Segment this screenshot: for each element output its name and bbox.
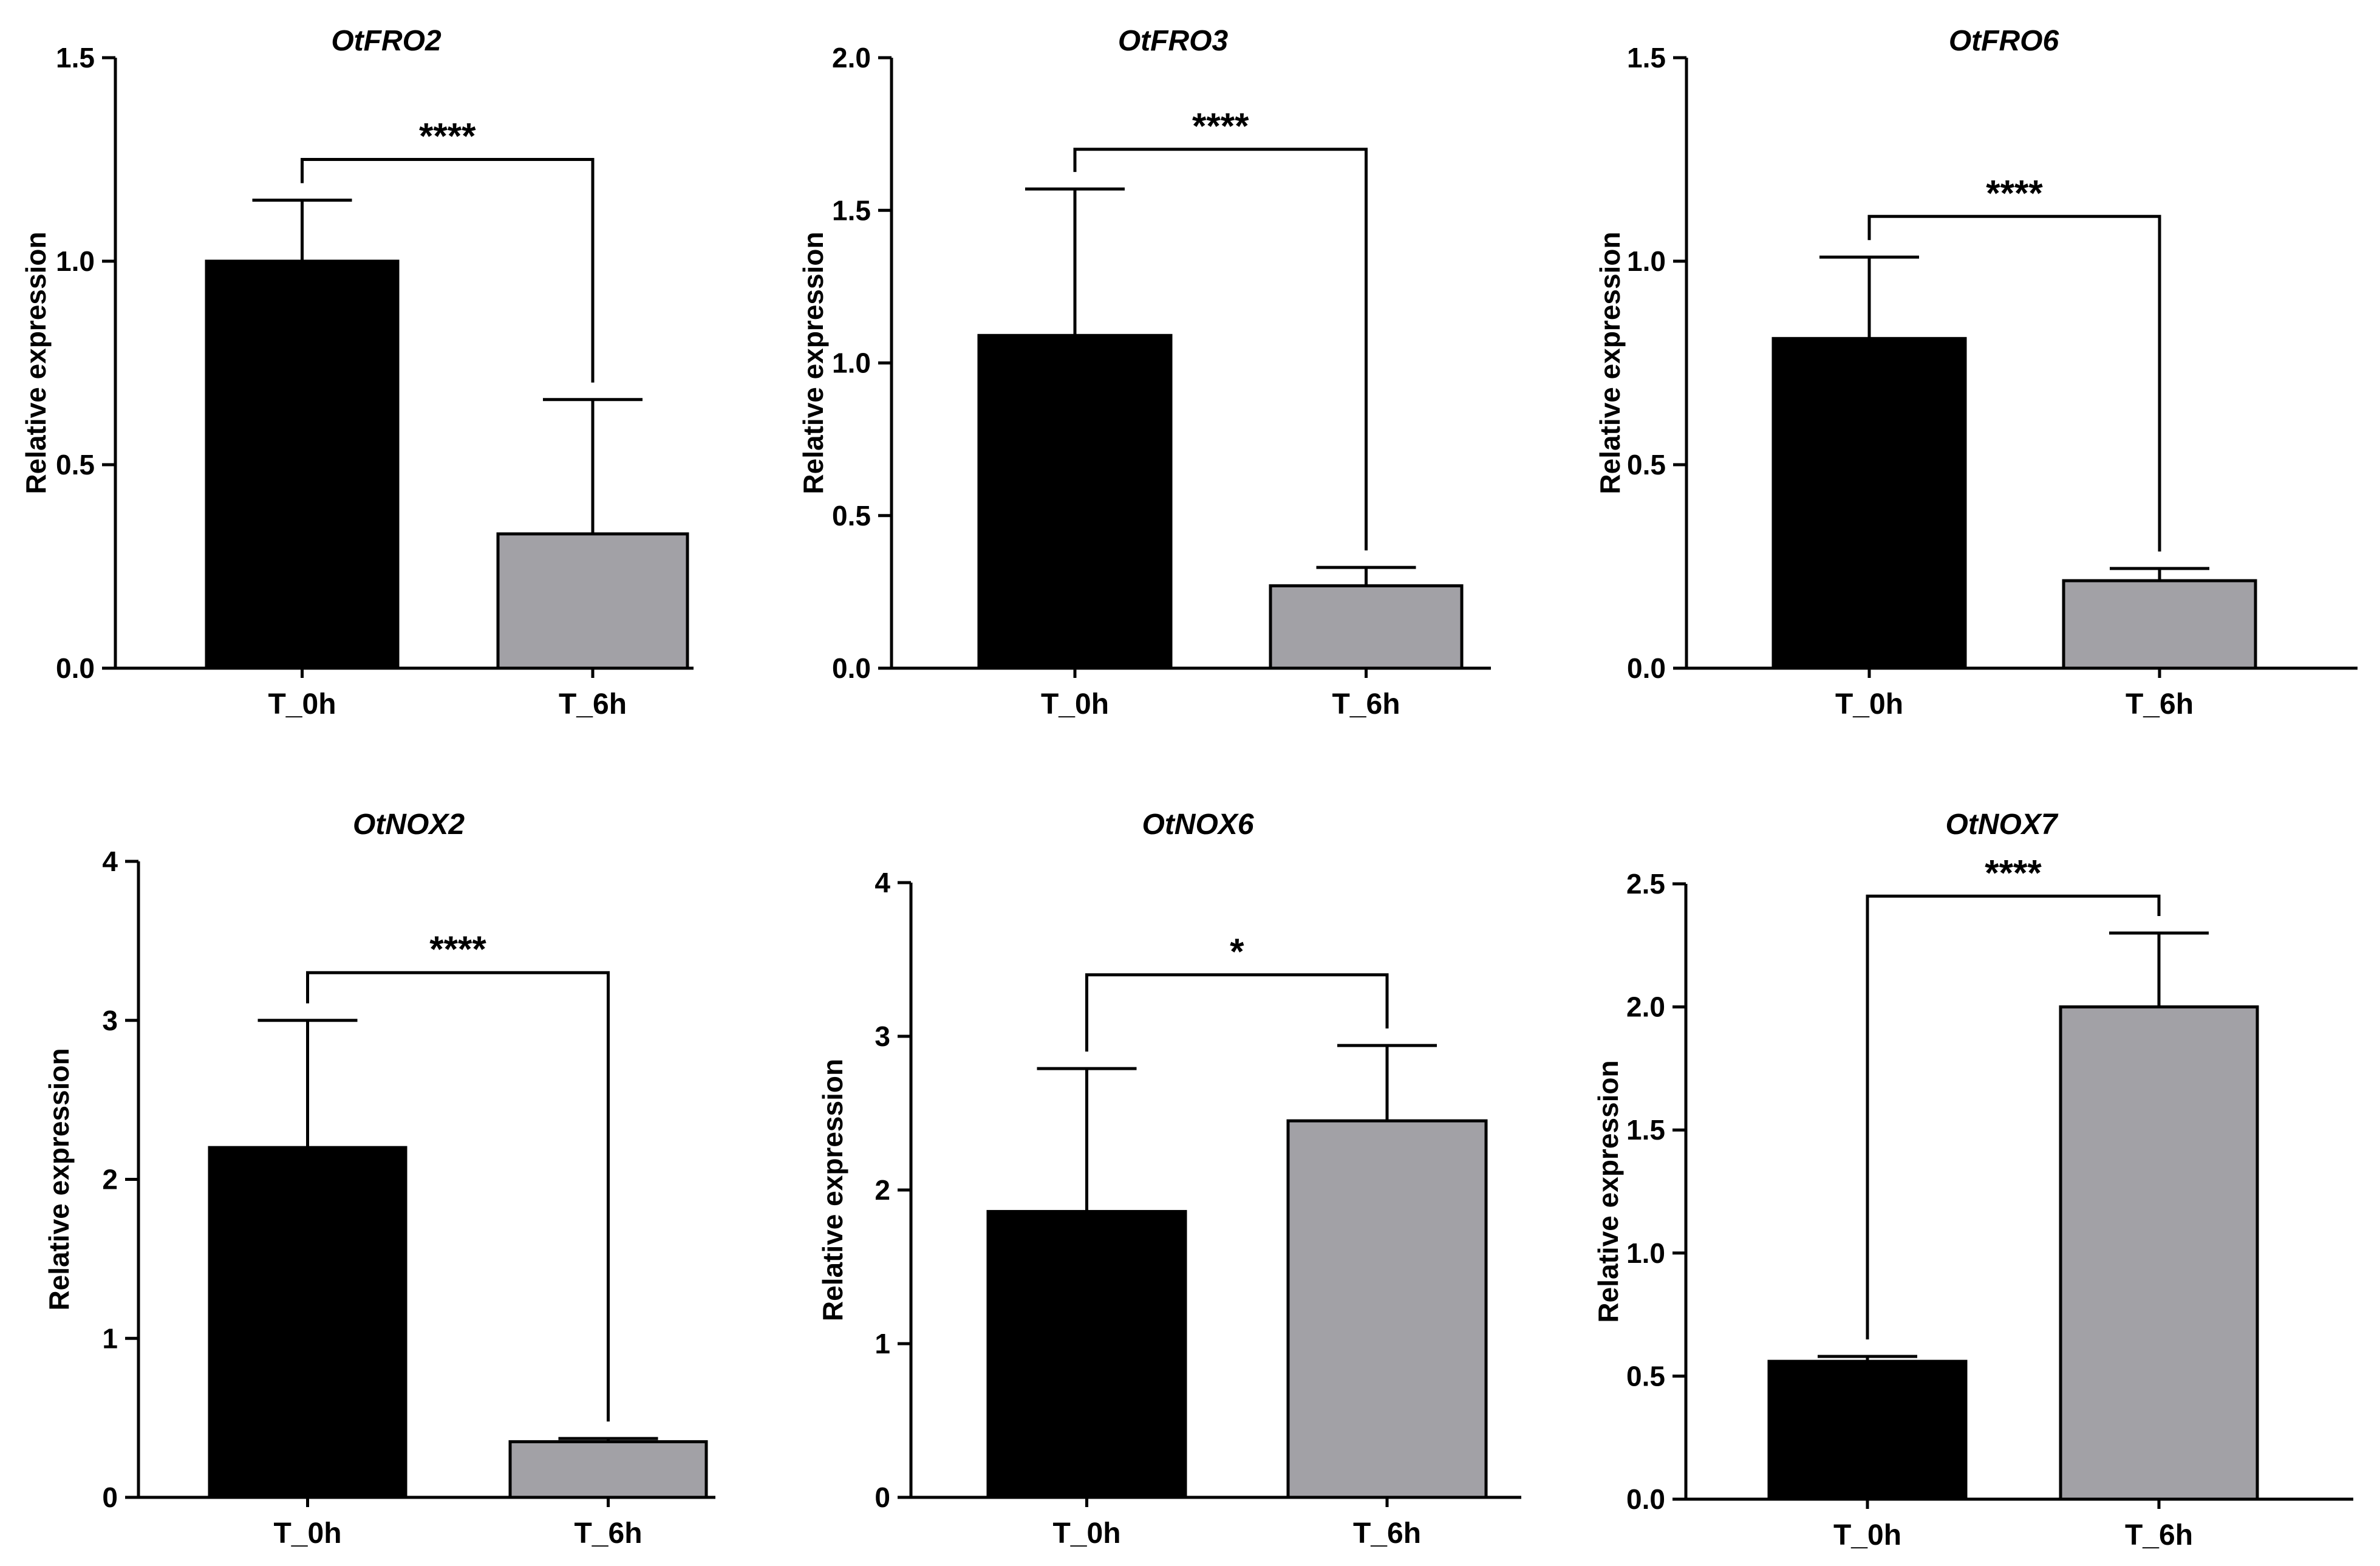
chart-5-x-tick-label: T_6h: [1353, 1517, 1421, 1550]
chart-2-significance-bracket: [1073, 148, 1368, 551]
chart-5-y-tick-label: 3: [875, 1021, 890, 1052]
chart-3-y-axis-title: Relative expression: [1594, 231, 1626, 494]
chart-3-y-tick-label: 0.0: [1627, 652, 1666, 684]
chart-3-y-tick-label: 0.5: [1627, 449, 1666, 480]
chart-5-y-tick-label: 1: [875, 1328, 890, 1359]
chart-3-y-tick-label: 1.5: [1627, 42, 1666, 74]
chart-2-y-tick-label: 0.0: [832, 652, 871, 684]
chart-1-x-tick-label: T_6h: [559, 688, 627, 720]
chart-6-y-axis-title: Relative expression: [1592, 1060, 1624, 1322]
chart-5-bar-T_6h: [1286, 1119, 1488, 1499]
chart-1-y-tick-label: 1.0: [56, 245, 95, 277]
chart-4-y-tick-label: 3: [102, 1005, 118, 1036]
chart-6-title: OtNOX7: [1945, 809, 2058, 841]
chart-1-y-tick-label: 1.5: [56, 42, 95, 74]
chart-6-bar-T_0h: [1767, 1359, 1968, 1501]
chart-5-x-tick-label: T_0h: [1052, 1517, 1120, 1550]
chart-2-y-tick-label: 1.5: [832, 194, 871, 226]
chart-3-significance-label: ****: [1986, 173, 2043, 213]
chart-1-y-tick-label: 0.5: [56, 449, 95, 480]
chart-4-y-tick-label: 4: [102, 846, 118, 877]
chart-5-title: OtNOX6: [1142, 809, 1253, 841]
chart-6-y-tick-label: 2.5: [1626, 868, 1665, 900]
chart-5-significance-label: *: [1230, 931, 1244, 972]
chart-4-significance-label: ****: [429, 929, 486, 969]
chart-5-y-tick-label: 0: [875, 1482, 890, 1513]
chart-4-significance-bracket: [306, 971, 610, 1422]
chart-6-significance-label: ****: [1985, 852, 2042, 893]
chart-5-y-tick-label: 4: [875, 867, 890, 898]
chart-1-x-tick-label: T_0h: [268, 688, 336, 720]
chart-2-x-tick-label: T_0h: [1041, 688, 1109, 720]
chart-1-significance-label: ****: [419, 116, 476, 157]
chart-6-y-tick-label: 2.0: [1626, 991, 1665, 1023]
chart-5-bar-T_0h: [986, 1209, 1187, 1499]
chart-6-y-tick-label: 1.5: [1626, 1114, 1665, 1146]
chart-1-bar-T_0h: [205, 259, 400, 670]
chart-4-y-axis-title: Relative expression: [43, 1048, 75, 1310]
chart-1-y-axis-title: Relative expression: [20, 231, 52, 494]
chart-4-bar-T_0h: [208, 1146, 407, 1499]
chart-2-x-tick-label: T_6h: [1332, 688, 1400, 720]
chart-4-y-tick-label: 0: [102, 1482, 118, 1513]
chart-2-significance-label: ****: [1192, 106, 1249, 146]
chart-6-bar-T_6h: [2059, 1005, 2259, 1501]
chart-2-y-tick-label: 2.0: [832, 42, 871, 74]
chart-1-title: OtFRO2: [331, 25, 442, 57]
chart-2-bar-T_0h: [977, 333, 1173, 670]
chart-3-y-tick-label: 1.0: [1627, 245, 1666, 277]
chart-3-significance-bracket: [1867, 214, 2161, 552]
chart-1-significance-bracket: [301, 158, 595, 383]
chart-4-x-tick-label: T_0h: [273, 1517, 341, 1550]
chart-2-title: OtFRO3: [1118, 25, 1229, 57]
chart-6-y-tick-label: 1.0: [1626, 1237, 1665, 1269]
chart-6-y-tick-label: 0.5: [1626, 1360, 1665, 1392]
chart-3-bar-T_6h: [2062, 579, 2257, 670]
chart-1-bar-T_6h: [496, 532, 689, 670]
chart-4-title: OtNOX2: [353, 809, 465, 841]
chart-3-x-tick-label: T_0h: [1835, 688, 1903, 720]
chart-3-bar-T_0h: [1771, 337, 1967, 670]
chart-4-y-tick-label: 1: [102, 1322, 118, 1354]
chart-4-x-tick-label: T_6h: [574, 1517, 642, 1550]
chart-6-significance-bracket: [1866, 894, 2161, 1339]
chart-5-y-tick-label: 2: [875, 1174, 890, 1206]
chart-2-y-axis-title: Relative expression: [797, 231, 829, 494]
chart-1-y-tick-label: 0.0: [56, 652, 95, 684]
chart-6-y-tick-label: 0.0: [1626, 1483, 1665, 1515]
chart-4-y-tick-label: 2: [102, 1164, 118, 1195]
chart-5-y-axis-title: Relative expression: [817, 1059, 848, 1321]
chart-2-y-tick-label: 1.0: [832, 347, 871, 379]
chart-2-bar-T_6h: [1269, 584, 1464, 670]
chart-3-x-tick-label: T_6h: [2126, 688, 2194, 720]
chart-3-title: OtFRO6: [1949, 25, 2059, 57]
chart-6-x-tick-label: T_6h: [2125, 1519, 2193, 1551]
chart-5-significance-bracket: [1085, 973, 1389, 1052]
chart-4-bar-T_6h: [508, 1440, 708, 1499]
chart-2-y-tick-label: 0.5: [832, 500, 871, 532]
chart-6-x-tick-label: T_0h: [1833, 1519, 1901, 1551]
